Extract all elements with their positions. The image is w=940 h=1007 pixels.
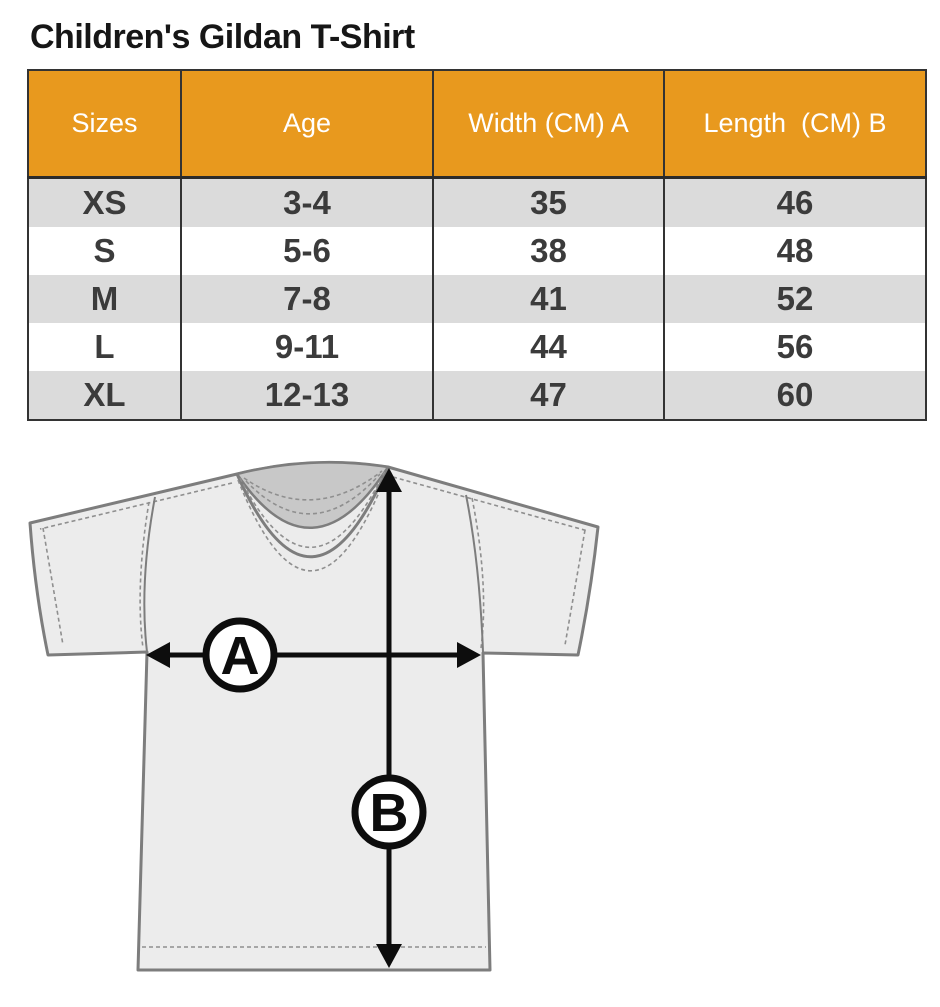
cell-age: 3-4 (180, 177, 434, 227)
left-sleeve-hem-stitch (42, 527, 64, 646)
page-title: Children's Gildan T-Shirt (30, 18, 415, 56)
width-label-badge: A (202, 617, 278, 693)
size-chart-table: Sizes Age Width (CM) A Length (CM) B XS … (27, 69, 927, 421)
cell-width: 47 (432, 371, 665, 420)
cell-size: XS (27, 177, 182, 227)
cell-length: 60 (663, 371, 927, 420)
length-label-badge: B (351, 774, 427, 850)
arrow-head-right-icon (457, 642, 481, 668)
cell-length: 46 (663, 177, 927, 227)
collar-stitch-3 (239, 470, 386, 549)
cell-size: XL (27, 371, 182, 420)
left-shoulder-stitch (39, 482, 233, 530)
table-row-m: M 7-8 41 52 (27, 275, 927, 323)
cell-age: 9-11 (180, 323, 434, 371)
header-age: Age (180, 70, 434, 179)
cell-length: 52 (663, 275, 927, 323)
cell-length: 56 (663, 323, 927, 371)
header-sizes: Sizes (27, 70, 182, 179)
arrow-head-left-icon (146, 642, 170, 668)
right-sleeve-hem-stitch (564, 529, 586, 646)
table-row-xl: XL 12-13 47 60 (27, 371, 927, 420)
header-length: Length (CM) B (663, 70, 927, 179)
cell-width: 35 (432, 177, 665, 227)
collar-stitch-1 (243, 470, 383, 501)
table-row-s: S 5-6 38 48 (27, 227, 927, 275)
right-shoulder-stitch (392, 476, 589, 532)
cell-size: S (27, 227, 182, 275)
header-width: Width (CM) A (432, 70, 665, 179)
cell-age: 7-8 (180, 275, 434, 323)
length-label-text: B (370, 783, 409, 843)
collar-stitch-4 (237, 472, 388, 572)
arrow-head-down-icon (376, 944, 402, 968)
table-body: XS 3-4 35 46 S 5-6 38 48 M 7-8 41 52 L 9… (27, 177, 927, 420)
armhole-seams (143, 494, 484, 653)
table-row-xs: XS 3-4 35 46 (27, 177, 927, 227)
cell-width: 44 (432, 323, 665, 371)
collar-stitch-2 (245, 473, 381, 515)
arrow-head-up-icon (376, 468, 402, 492)
table-header: Sizes Age Width (CM) A Length (CM) B (27, 70, 927, 179)
cell-age: 12-13 (180, 371, 434, 420)
left-armhole-seam (143, 496, 156, 653)
header-row: Sizes Age Width (CM) A Length (CM) B (27, 70, 927, 179)
left-armhole-stitch (139, 501, 150, 649)
right-armhole-seam (465, 494, 484, 653)
table-row-l: L 9-11 44 56 (27, 323, 927, 371)
width-label-text: A (221, 626, 260, 686)
length-label-circle (351, 774, 427, 850)
cell-size: M (27, 275, 182, 323)
cell-width: 38 (432, 227, 665, 275)
width-label-circle (202, 617, 278, 693)
length-arrow (376, 468, 402, 968)
cell-age: 5-6 (180, 227, 434, 275)
cell-length: 48 (663, 227, 927, 275)
cell-width: 41 (432, 275, 665, 323)
cell-size: L (27, 323, 182, 371)
